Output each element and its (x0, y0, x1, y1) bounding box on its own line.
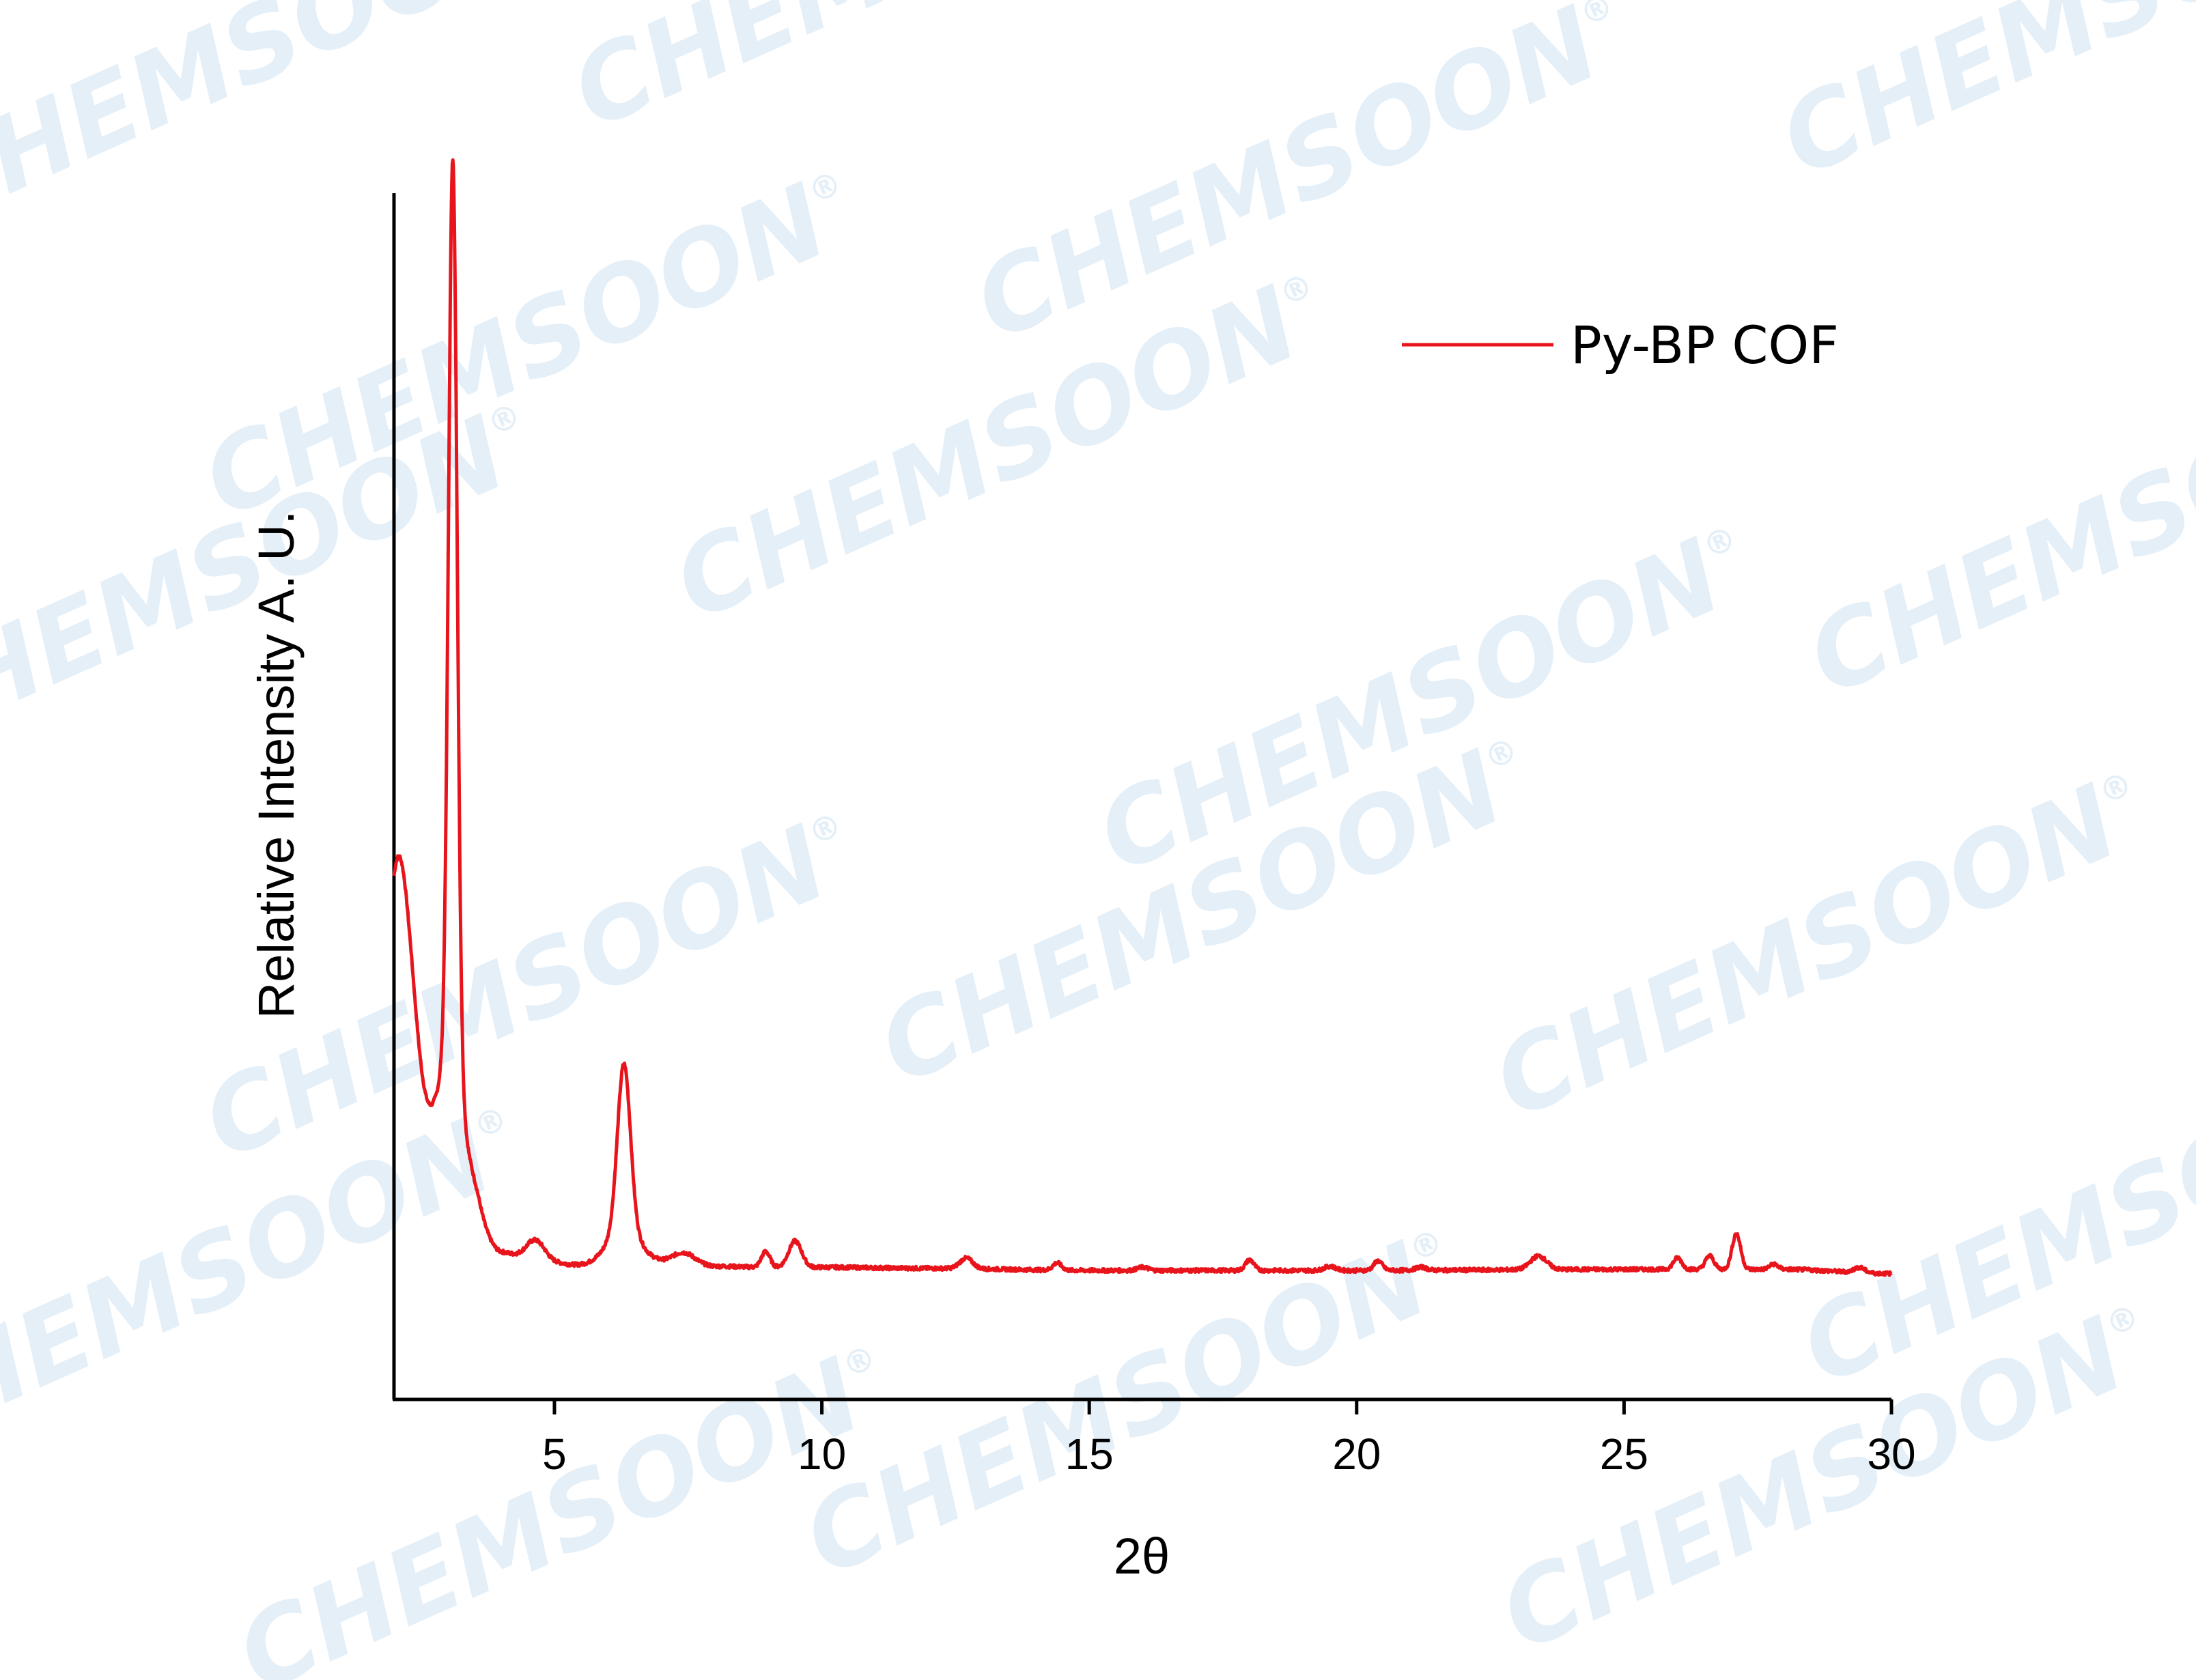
x-axis-ticks: 5 10 15 20 25 30 (542, 1399, 1916, 1479)
x-tick-label: 15 (1065, 1429, 1114, 1479)
legend-label: Py-BP COF (1571, 315, 1839, 375)
watermark-text: CHEMSOON® (1764, 0, 2196, 200)
registered-mark: ® (1697, 518, 1743, 567)
x-tick-label: 5 (542, 1429, 567, 1479)
plot-area: 5 10 15 20 25 30 (392, 158, 1916, 1479)
watermark-text: CHEMSOON® (959, 0, 1646, 364)
registered-mark: ® (468, 1098, 513, 1147)
registered-mark: ® (2093, 764, 2139, 812)
registered-mark: ® (802, 163, 848, 212)
x-tick-label: 20 (1332, 1429, 1381, 1479)
watermark-text: CHEMSOON® (1478, 749, 2165, 1141)
registered-mark: ® (1403, 1221, 1449, 1270)
watermark-text: CHEMSOON® (187, 148, 874, 541)
x-tick-label: 25 (1600, 1429, 1648, 1479)
registered-mark: ® (2100, 1296, 2145, 1345)
x-axis-title: 2θ (1114, 1528, 1170, 1584)
watermark-text: CHEMSOON® (0, 0, 587, 248)
x-tick-label: 30 (1867, 1429, 1915, 1479)
registered-mark: ® (1273, 266, 1319, 314)
registered-mark: ® (1574, 0, 1620, 34)
watermark-text: CHEMSOON® (1792, 326, 2196, 718)
y-axis-title: Relative Intensity A. U. (248, 511, 305, 1019)
legend: Py-BP COF (1402, 315, 1839, 375)
series-line-py-bp-cof (392, 158, 1893, 1277)
watermark-text: CHEMSOON® (556, 0, 1243, 152)
x-tick-label: 10 (798, 1429, 846, 1479)
registered-mark: ® (836, 1337, 882, 1386)
registered-mark: ® (802, 805, 848, 853)
